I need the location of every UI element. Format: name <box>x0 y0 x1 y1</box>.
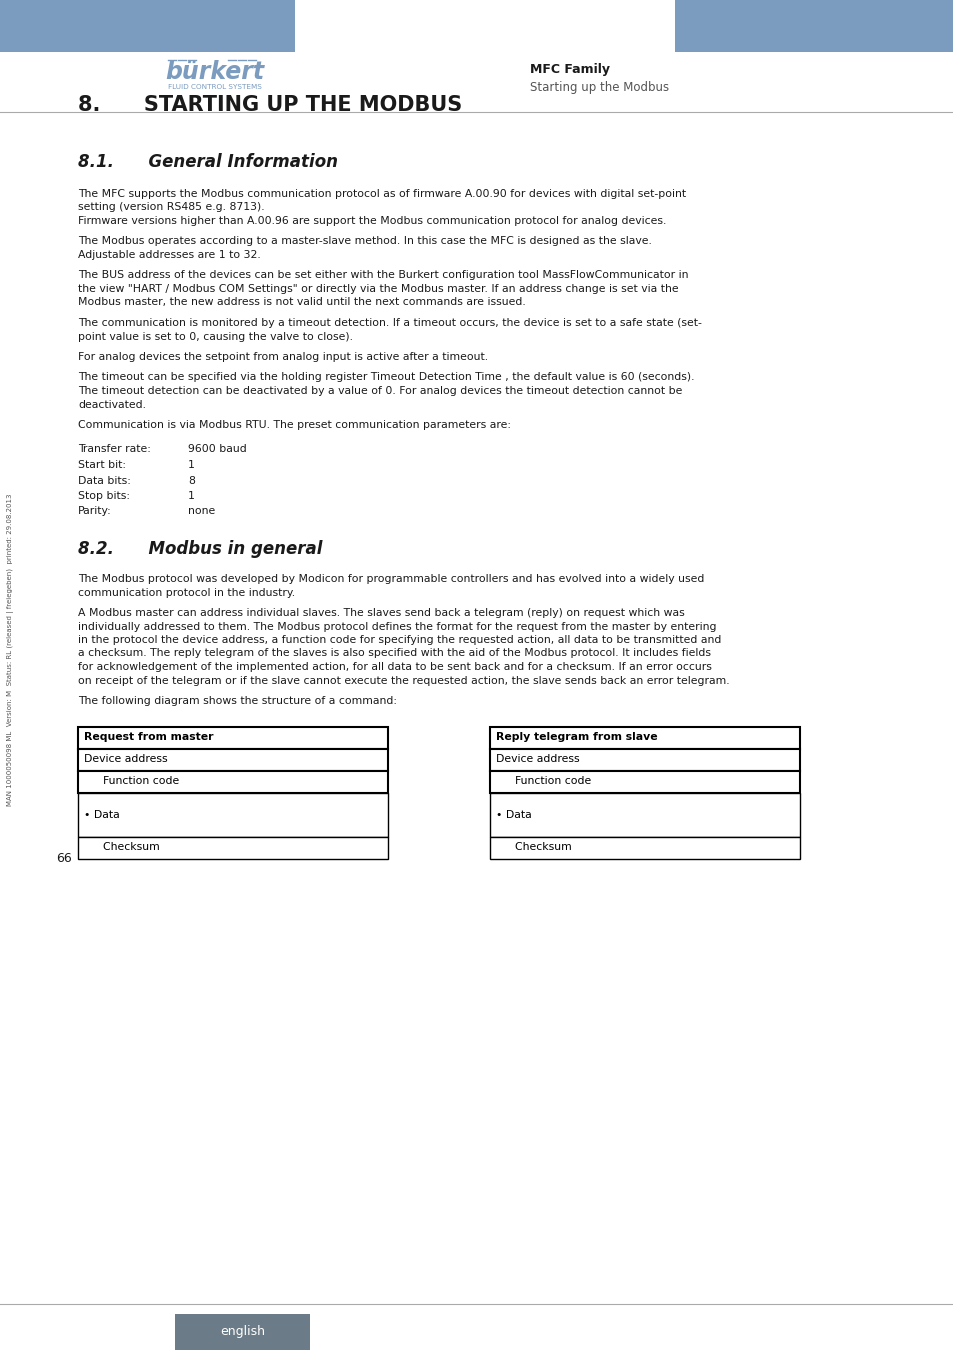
Text: bürkert: bürkert <box>165 59 264 84</box>
Text: a checksum. The reply telegram of the slaves is also specified with the aid of t: a checksum. The reply telegram of the sl… <box>78 648 710 659</box>
Text: Checksum: Checksum <box>507 842 571 852</box>
Text: 66: 66 <box>56 852 71 865</box>
Text: deactivated.: deactivated. <box>78 400 146 409</box>
Bar <box>490 792 800 837</box>
Text: 1: 1 <box>188 460 194 470</box>
Text: Data bits:: Data bits: <box>78 475 131 486</box>
Text: MAN 1000050098 ML  Version: M  Status: RL (released | freiegeben)  printed: 29.0: MAN 1000050098 ML Version: M Status: RL … <box>8 494 14 806</box>
Text: Reply telegram from slave: Reply telegram from slave <box>496 733 657 743</box>
Text: Device address: Device address <box>84 755 168 764</box>
Text: The timeout detection can be deactivated by a value of 0. For analog devices the: The timeout detection can be deactivated… <box>78 386 681 396</box>
Text: Transfer rate:: Transfer rate: <box>78 444 151 455</box>
Text: The timeout can be specified via the holding register Timeout Detection Time , t: The timeout can be specified via the hol… <box>78 373 694 382</box>
Bar <box>78 726 388 748</box>
Text: The Modbus protocol was developed by Modicon for programmable controllers and ha: The Modbus protocol was developed by Mod… <box>78 574 703 585</box>
Text: • Data: • Data <box>84 810 120 819</box>
Text: Start bit:: Start bit: <box>78 460 126 470</box>
Text: • Data: • Data <box>496 810 531 819</box>
Text: Function code: Function code <box>507 776 591 787</box>
Text: the view "HART / Modbus COM Settings" or directly via the Modbus master. If an a: the view "HART / Modbus COM Settings" or… <box>78 284 678 294</box>
Text: FLUID CONTROL SYSTEMS: FLUID CONTROL SYSTEMS <box>168 84 262 90</box>
Text: The Modbus operates according to a master-slave method. In this case the MFC is : The Modbus operates according to a maste… <box>78 236 651 247</box>
Bar <box>78 837 388 859</box>
Bar <box>78 748 388 771</box>
Text: 8.1.      General Information: 8.1. General Information <box>78 153 337 171</box>
Bar <box>78 792 388 837</box>
Bar <box>490 771 800 792</box>
Text: The following diagram shows the structure of a command:: The following diagram shows the structur… <box>78 697 396 706</box>
Text: For analog devices the setpoint from analog input is active after a timeout.: For analog devices the setpoint from ana… <box>78 352 488 362</box>
Text: 8.2.      Modbus in general: 8.2. Modbus in general <box>78 540 322 558</box>
Bar <box>675 0 953 53</box>
Text: 8.      STARTING UP THE MODBUS: 8. STARTING UP THE MODBUS <box>78 95 462 115</box>
Text: The MFC supports the Modbus communication protocol as of firmware A.00.90 for de: The MFC supports the Modbus communicatio… <box>78 189 685 198</box>
Text: Function code: Function code <box>96 776 179 787</box>
Text: 9600 baud: 9600 baud <box>188 444 247 455</box>
Text: Checksum: Checksum <box>96 842 159 852</box>
Text: Device address: Device address <box>496 755 579 764</box>
Text: MFC Family: MFC Family <box>530 63 609 77</box>
Text: The BUS address of the devices can be set either with the Burkert configuration : The BUS address of the devices can be se… <box>78 270 688 281</box>
Text: on receipt of the telegram or if the slave cannot execute the requested action, : on receipt of the telegram or if the sla… <box>78 675 729 686</box>
Text: individually addressed to them. The Modbus protocol defines the format for the r: individually addressed to them. The Modb… <box>78 621 716 632</box>
Bar <box>78 771 388 792</box>
Text: 8: 8 <box>188 475 194 486</box>
Text: communication protocol in the industry.: communication protocol in the industry. <box>78 587 294 598</box>
Bar <box>490 726 800 748</box>
Text: Starting up the Modbus: Starting up the Modbus <box>530 81 668 93</box>
Text: Adjustable addresses are 1 to 32.: Adjustable addresses are 1 to 32. <box>78 250 260 261</box>
Text: Stop bits:: Stop bits: <box>78 491 130 501</box>
Text: english: english <box>220 1326 265 1338</box>
Bar <box>490 748 800 771</box>
Text: point value is set to 0, causing the valve to close).: point value is set to 0, causing the val… <box>78 332 353 342</box>
Text: Firmware versions higher than A.00.96 are support the Modbus communication proto: Firmware versions higher than A.00.96 ar… <box>78 216 666 225</box>
Bar <box>174 1314 310 1350</box>
Text: Parity:: Parity: <box>78 506 112 517</box>
Text: Request from master: Request from master <box>84 733 213 743</box>
Text: Communication is via Modbus RTU. The preset communication parameters are:: Communication is via Modbus RTU. The pre… <box>78 420 511 431</box>
Text: setting (version RS485 e.g. 8713).: setting (version RS485 e.g. 8713). <box>78 202 264 212</box>
Text: for acknowledgement of the implemented action, for all data to be sent back and : for acknowledgement of the implemented a… <box>78 662 711 672</box>
Text: Modbus master, the new address is not valid until the next commands are issued.: Modbus master, the new address is not va… <box>78 297 525 308</box>
Text: in the protocol the device address, a function code for specifying the requested: in the protocol the device address, a fu… <box>78 634 720 645</box>
Text: 1: 1 <box>188 491 194 501</box>
Bar <box>0 0 294 53</box>
Text: A Modbus master can address individual slaves. The slaves send back a telegram (: A Modbus master can address individual s… <box>78 608 684 618</box>
Text: none: none <box>188 506 215 517</box>
Text: The communication is monitored by a timeout detection. If a timeout occurs, the : The communication is monitored by a time… <box>78 319 701 328</box>
Bar <box>490 837 800 859</box>
